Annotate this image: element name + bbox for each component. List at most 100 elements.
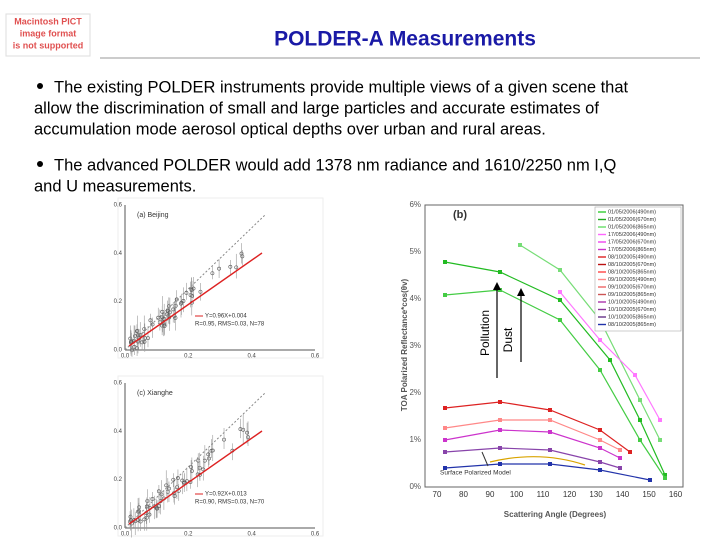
curve-marker <box>598 368 602 372</box>
point <box>189 288 194 292</box>
curve-marker <box>598 438 602 442</box>
point <box>184 290 189 295</box>
y-axis-title: TOA Polarized Reflectance*cos(θv) <box>400 278 409 411</box>
point <box>210 271 215 276</box>
placeholder-text: image format <box>20 28 77 38</box>
one-to-one-line <box>124 214 266 351</box>
point <box>180 478 185 483</box>
x-tick-label: 70 <box>433 490 442 499</box>
x-tick-label: 150 <box>642 490 656 499</box>
curve-marker <box>598 338 602 342</box>
point <box>188 293 193 297</box>
point <box>217 266 222 271</box>
x-tick-label: 0.6 <box>311 532 320 538</box>
x-tick-label: 110 <box>537 490 550 499</box>
point <box>172 494 177 498</box>
curve-marker <box>443 466 447 470</box>
x-tick-label: 0.6 <box>311 354 320 360</box>
point <box>146 336 150 340</box>
y-tick-label: 4% <box>409 294 421 303</box>
curve-marker <box>618 456 622 460</box>
panel-label: (a) Beijing <box>137 212 169 219</box>
legend-entry: 01/05/2006(490nm) <box>608 209 656 215</box>
curve <box>444 289 666 479</box>
y-tick-label: 6% <box>409 200 421 209</box>
point <box>144 504 149 509</box>
point <box>155 506 159 511</box>
point <box>133 334 137 339</box>
panel-label: (c) Xianghe <box>137 390 173 397</box>
point <box>130 348 134 353</box>
dust-label: Dust <box>501 327 515 352</box>
curve-marker <box>658 418 662 422</box>
point <box>152 504 157 509</box>
curve-marker <box>443 438 447 442</box>
point <box>179 301 183 306</box>
point <box>175 485 179 490</box>
fit-equation: Y=0.92X+0.013 <box>205 492 247 498</box>
x-tick-label: 90 <box>486 490 495 499</box>
point <box>142 339 147 344</box>
curve-marker <box>498 400 502 404</box>
x-tick-label: 160 <box>669 490 683 499</box>
curve-marker <box>443 293 447 297</box>
placeholder-text: is not supported <box>13 40 84 50</box>
point <box>162 316 167 321</box>
bullet-text: The advanced POLDER would add 1378 nm ra… <box>54 156 616 174</box>
curve-marker <box>548 462 552 466</box>
curve-marker <box>628 450 632 454</box>
point <box>189 469 194 473</box>
curve-marker <box>498 418 502 422</box>
legend-entry: 09/10/2005(670nm) <box>608 284 656 290</box>
legend-entry: 01/05/2006(670nm) <box>608 217 656 223</box>
curve-marker <box>558 318 562 322</box>
point <box>145 499 150 503</box>
bullet-dot <box>37 83 43 89</box>
panel-frame <box>117 375 324 537</box>
x-tick-label: 0.0 <box>121 354 130 360</box>
curve-marker <box>598 460 602 464</box>
legend-entry: 08/10/2005(670nm) <box>608 262 656 268</box>
curve-marker <box>443 260 447 264</box>
curve-marker <box>548 448 552 452</box>
y-tick-label: 0.6 <box>114 381 123 387</box>
point <box>207 456 211 461</box>
point <box>128 518 133 523</box>
point <box>137 505 141 510</box>
slide-title: POLDER-A Measurements <box>274 28 536 51</box>
legend-entry: 09/10/2005(490nm) <box>608 277 656 283</box>
curve-marker <box>498 446 502 450</box>
curve <box>559 291 661 421</box>
bullet-dot <box>37 161 43 167</box>
point <box>245 430 249 435</box>
curve-marker <box>548 418 552 422</box>
legend-box <box>594 206 682 332</box>
point <box>159 492 164 497</box>
fit-equation: Y=0.96X+0.004 <box>205 314 247 320</box>
pollution-arrow-head <box>493 282 501 290</box>
pollution-label: Pollution <box>478 310 492 356</box>
curve-marker <box>498 270 502 274</box>
point <box>173 315 178 320</box>
y-tick-label: 0.2 <box>114 477 123 483</box>
curve-marker <box>558 298 562 302</box>
point <box>246 435 250 440</box>
curve-marker <box>598 446 602 450</box>
point <box>181 299 186 303</box>
curve-marker <box>548 430 552 434</box>
point <box>135 329 139 334</box>
x-tick-label: 120 <box>563 490 577 499</box>
legend-entry: 17/05/2006(490nm) <box>608 232 656 238</box>
legend-entry: 17/05/2006(865nm) <box>608 247 656 253</box>
point <box>142 327 147 331</box>
curve-marker <box>443 426 447 430</box>
point <box>201 467 206 472</box>
curve-marker <box>618 466 622 470</box>
point <box>129 339 133 344</box>
point <box>138 333 143 337</box>
fit-line <box>128 252 263 347</box>
y-tick-label: 0.2 <box>114 299 123 305</box>
curve-marker <box>443 406 447 410</box>
